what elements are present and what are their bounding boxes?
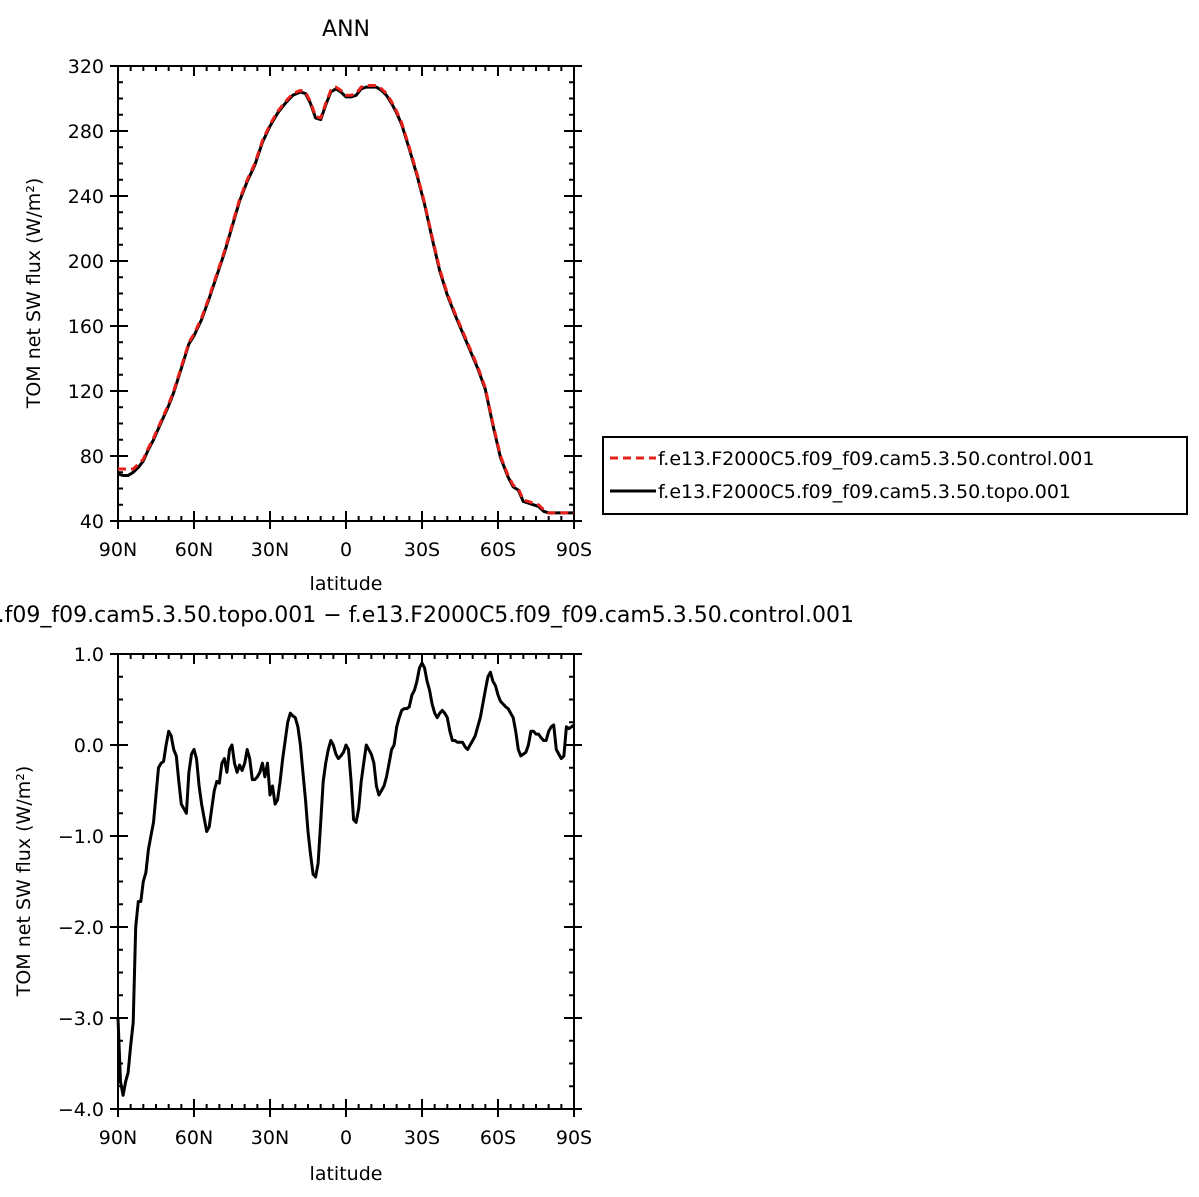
bottom-xtick-label: 90N <box>99 1127 137 1149</box>
bottom-ytick-label: −1.0 <box>58 826 104 848</box>
bottom-ytick-label: 0.0 <box>74 735 104 757</box>
top-ytick-label: 120 <box>68 381 104 403</box>
bottom-xtick-label: 30S <box>404 1127 440 1149</box>
top-xtick-label: 60N <box>175 539 213 561</box>
top-series-group <box>117 84 574 515</box>
top-series-line-1 <box>117 85 574 515</box>
top-xtick-label: 30S <box>404 539 440 561</box>
bottom-axis-ticks: 90N 60N 30N 0 30S 60S 90S −4.0 −3.0 −2.0 −1.0 0.0 1.… <box>58 644 592 1149</box>
top-ytick-label: 160 <box>68 316 104 338</box>
top-chart-title: ANN <box>322 17 370 42</box>
top-ytick-label: 240 <box>68 186 104 208</box>
bottom-xtick-label: 30N <box>251 1127 289 1149</box>
bottom-panel: f.e13.F2000C5.f09_f09.cam5.3.50.topo.001… <box>0 603 854 1185</box>
bottom-series-line-0 <box>116 661 575 1097</box>
top-ytick-label: 80 <box>80 446 104 468</box>
top-xtick-label: 30N <box>251 539 289 561</box>
bottom-y-axis-label: TOM net SW flux (W/m²) <box>13 766 35 998</box>
bottom-plot-frame <box>117 653 575 1110</box>
legend: f.e13.F2000C5.f09_f09.cam5.3.50.control.… <box>602 436 1188 515</box>
top-plot-frame <box>117 65 575 522</box>
bottom-chart-title: f.e13.F2000C5.f09_f09.cam5.3.50.topo.001… <box>0 603 854 628</box>
bottom-ytick-label: −3.0 <box>58 1008 104 1030</box>
top-xtick-label: 90N <box>99 539 137 561</box>
legend-box <box>602 436 1188 515</box>
bottom-xtick-label: 60S <box>480 1127 516 1149</box>
top-panel: ANN 90N 60N 30N 0 30S 60S 90S 40 80 120 160 200 240 2… <box>23 17 592 595</box>
legend-label-topo: f.e13.F2000C5.f09_f09.cam5.3.50.topo.001 <box>658 481 1071 503</box>
bottom-ytick-label: −2.0 <box>58 917 104 939</box>
bottom-xtick-label: 60N <box>175 1127 213 1149</box>
top-y-axis-label: TOM net SW flux (W/m²) <box>23 178 45 410</box>
legend-label-control: f.e13.F2000C5.f09_f09.cam5.3.50.control.… <box>658 448 1094 470</box>
bottom-xtick-label: 0 <box>340 1127 352 1149</box>
bottom-x-axis-label: latitude <box>310 1163 383 1185</box>
bottom-ytick-label: 1.0 <box>74 644 104 666</box>
top-xtick-label: 90S <box>556 539 592 561</box>
top-ytick-label: 320 <box>68 56 104 78</box>
bottom-ytick-label: −4.0 <box>58 1099 104 1121</box>
top-xtick-label: 60S <box>480 539 516 561</box>
top-xtick-label: 0 <box>340 539 352 561</box>
bottom-series-group <box>116 661 575 1097</box>
bottom-xtick-label: 90S <box>556 1127 592 1149</box>
top-ytick-label: 200 <box>68 251 104 273</box>
top-ytick-label: 280 <box>68 121 104 143</box>
top-x-axis-label: latitude <box>310 573 383 595</box>
top-ytick-label: 40 <box>80 511 104 533</box>
top-series-line-0 <box>118 84 574 515</box>
top-axis-ticks: 90N 60N 30N 0 30S 60S 90S 40 80 120 160 200 240 280 32… <box>68 56 592 561</box>
